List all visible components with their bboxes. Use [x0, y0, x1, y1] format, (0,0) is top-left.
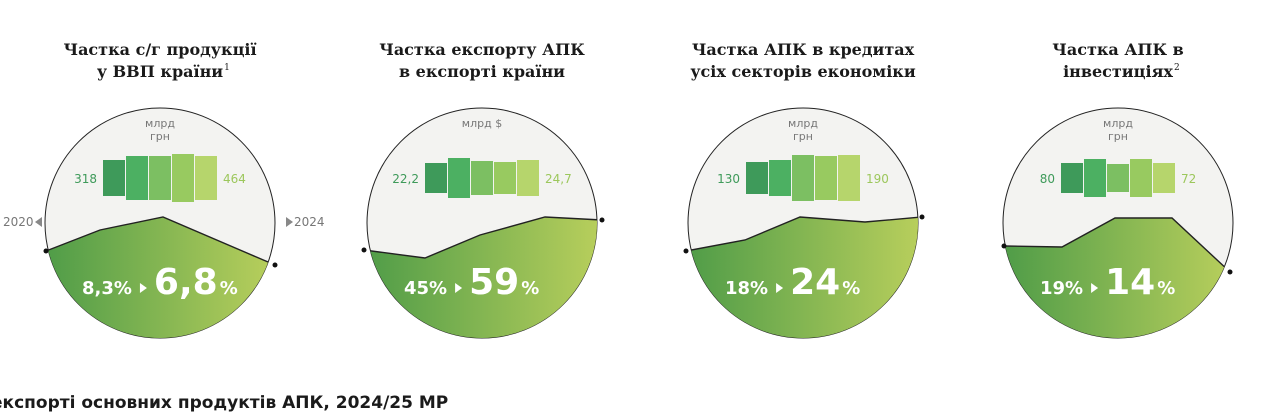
unit: млрд	[1103, 117, 1133, 130]
unit: грн	[150, 130, 170, 143]
unit: млрд $	[462, 117, 502, 130]
share-start: 19%	[1040, 278, 1083, 299]
footnote-mark: 1	[224, 63, 230, 73]
footer-title: експорті основних продуктів АПК, 2024/25…	[0, 393, 448, 413]
first-value: 130	[717, 172, 740, 186]
share-area	[367, 217, 597, 338]
mini-bar	[746, 162, 768, 194]
mini-bar	[172, 154, 194, 202]
mini-bar	[471, 161, 493, 195]
arrow-left	[35, 217, 42, 227]
mini-bar	[149, 156, 171, 200]
mini-bar	[792, 155, 814, 201]
mini-bar	[1061, 163, 1083, 193]
panel-title: інвестиціях	[1063, 62, 1173, 81]
mini-bar	[1153, 163, 1175, 193]
arrow	[1091, 283, 1099, 293]
share-end-unit: %	[521, 278, 539, 299]
year-end: 2024	[294, 215, 325, 229]
share-end: 6,8	[154, 262, 218, 303]
unit: млрд	[145, 117, 175, 130]
share-end: 14	[1105, 262, 1155, 303]
mini-bar	[494, 162, 516, 194]
arrow	[776, 283, 784, 293]
last-value: 190	[866, 172, 889, 186]
share-end: 59	[469, 262, 519, 303]
first-value: 318	[74, 172, 97, 186]
first-value: 80	[1040, 172, 1055, 186]
last-value: 72	[1181, 172, 1196, 186]
panel: Частка експорту АПК в експорті країни млрд…	[361, 40, 605, 339]
share-line	[45, 216, 275, 266]
share-area	[45, 217, 275, 338]
mini-bar	[517, 160, 539, 196]
arrow	[455, 283, 463, 293]
mini-bar	[448, 158, 470, 198]
mini-bar	[195, 156, 217, 200]
endpoint	[683, 248, 689, 254]
footnote-mark: 2	[1174, 63, 1180, 73]
endpoint	[599, 217, 605, 223]
mini-bar	[425, 163, 447, 193]
panel-title: Частка АПК в	[1052, 40, 1184, 59]
unit: млрд	[788, 117, 818, 130]
arrow-right	[286, 217, 293, 227]
panel-title: у ВВП країни	[97, 62, 223, 81]
share-start: 8,3%	[82, 278, 132, 299]
panel-title: Частка с/г продукції	[63, 40, 256, 59]
share-area	[1003, 218, 1233, 338]
endpoint	[919, 214, 925, 220]
share-end-unit: %	[220, 278, 238, 299]
mini-bar	[1130, 159, 1152, 197]
mini-bar	[126, 156, 148, 200]
mini-bar	[769, 160, 791, 196]
share-line	[688, 216, 918, 252]
endpoint	[1227, 269, 1233, 275]
share-area	[688, 217, 918, 338]
endpoint	[43, 248, 49, 254]
share-line	[367, 216, 597, 259]
mini-bar	[1084, 159, 1106, 197]
year-start: 2020	[3, 215, 34, 229]
mini-bar	[103, 160, 125, 196]
panel: Частка с/г продукції у ВВП країни 1 млрдгрн…	[43, 40, 278, 339]
panel-title: Частка експорту АПК	[379, 40, 585, 59]
unit: грн	[1108, 130, 1128, 143]
panel: Частка АПК в кредитах усіх секторів еконо…	[683, 40, 925, 339]
arrow	[139, 283, 147, 293]
endpoint	[361, 247, 367, 253]
share-line	[1003, 217, 1231, 273]
mini-bar	[838, 155, 860, 201]
panel-title: в експорті країни	[399, 62, 565, 81]
mini-bar	[1107, 164, 1129, 192]
share-end: 24	[790, 262, 840, 303]
share-start: 18%	[725, 278, 768, 299]
panel-title: усіх секторів економіки	[690, 62, 916, 81]
mini-bar	[815, 156, 837, 200]
first-value: 22,2	[392, 172, 419, 186]
unit: грн	[793, 130, 813, 143]
share-end-unit: %	[1157, 278, 1175, 299]
panel-title: Частка АПК в кредитах	[692, 40, 915, 59]
share-start: 45%	[404, 278, 447, 299]
share-end-unit: %	[842, 278, 860, 299]
endpoint	[1001, 243, 1007, 249]
last-value: 464	[223, 172, 246, 186]
last-value: 24,7	[545, 172, 572, 186]
endpoint	[272, 262, 278, 268]
